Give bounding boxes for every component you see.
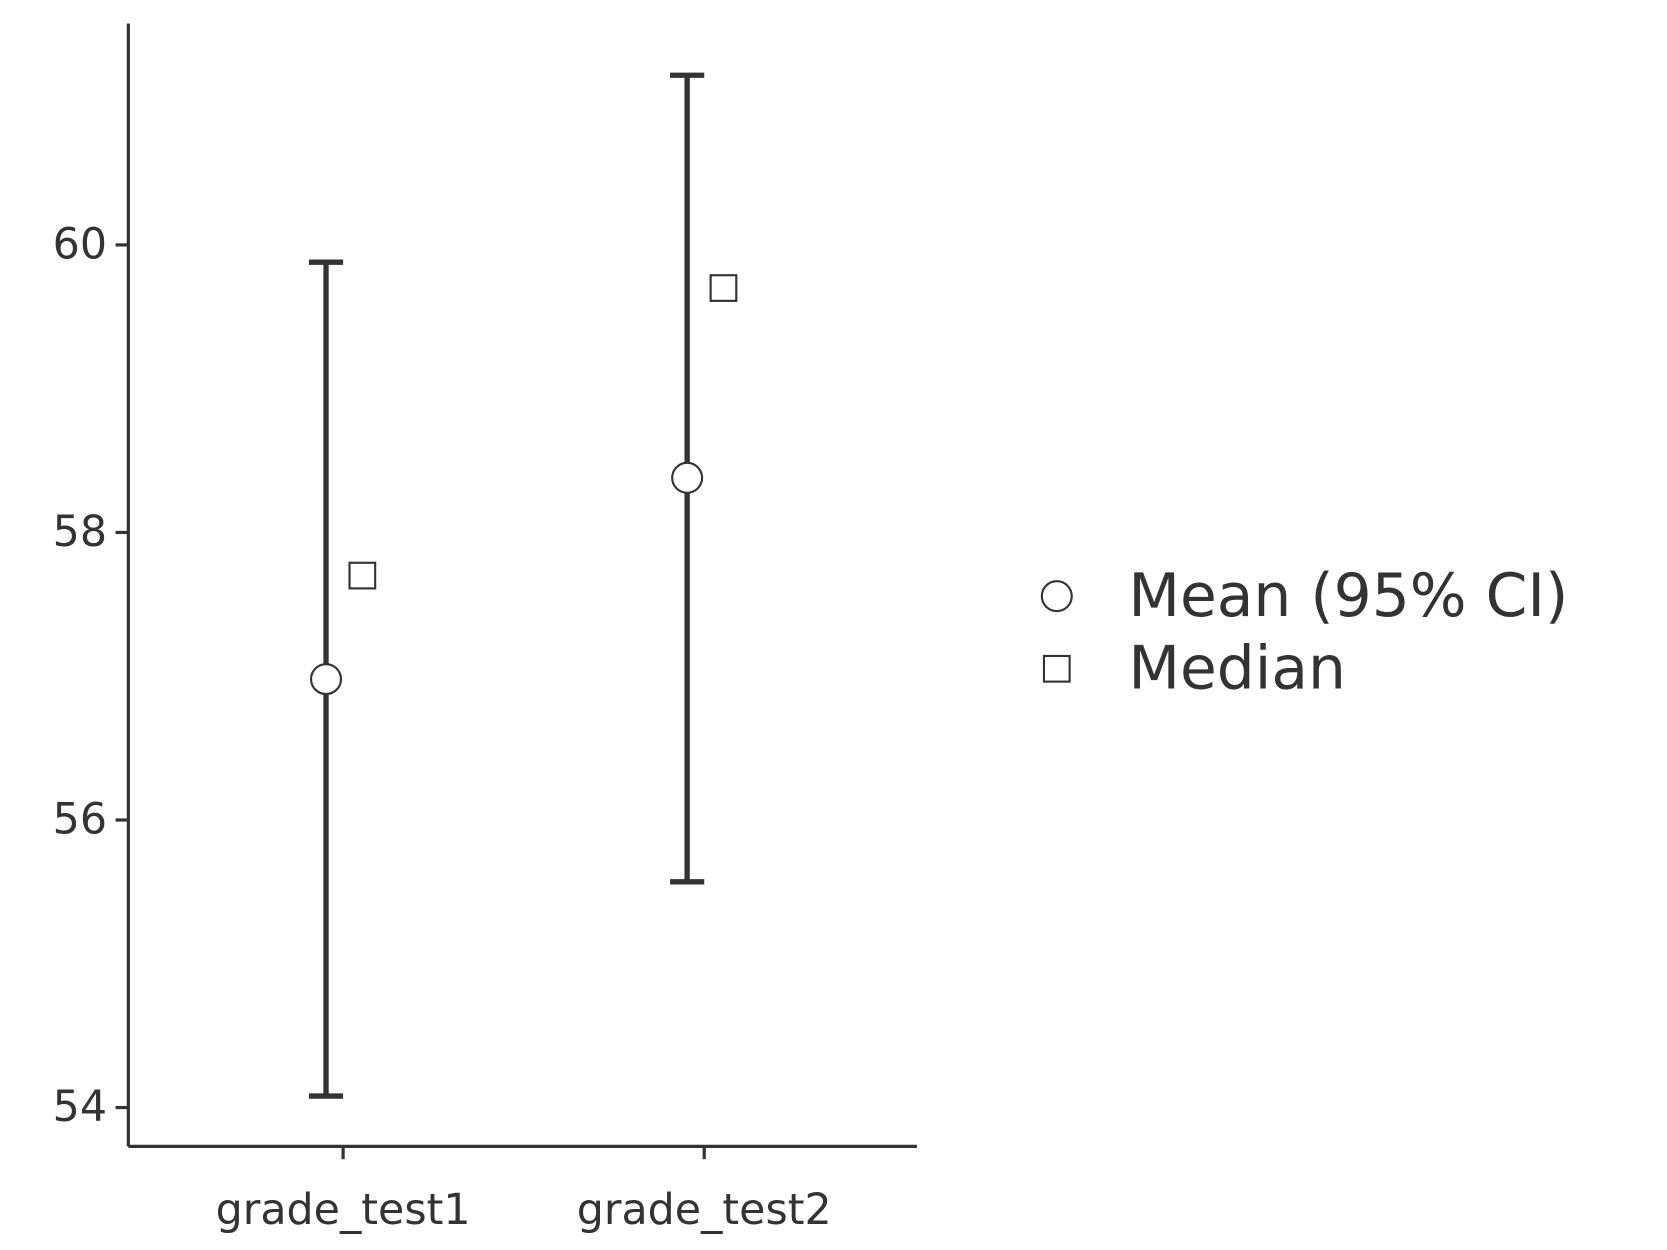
median-point [709,274,738,302]
legend-marker [1042,654,1071,683]
mean-point [309,663,343,696]
y-tick-label: 54 [53,1082,107,1132]
x-tick-label: grade_test1 [216,1185,471,1235]
legend-label: Median [1128,634,1346,704]
legend-marker [1040,580,1073,613]
y-tick-label: 58 [53,507,107,557]
median-point [348,561,377,590]
mean-point [671,461,704,494]
legend-label: Mean (95% CI) [1128,561,1568,631]
y-tick-label: 56 [53,795,107,845]
y-tick-label: 60 [53,220,107,270]
x-tick-label: grade_test2 [577,1185,832,1235]
